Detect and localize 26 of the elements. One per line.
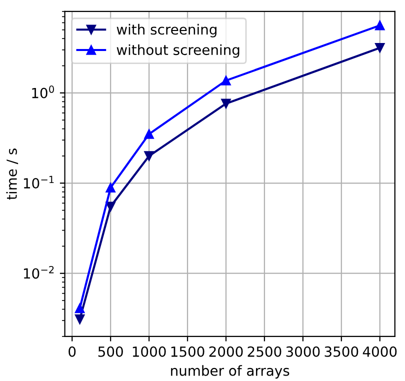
x-tick-label: 2500 [248, 346, 282, 357]
point [106, 182, 116, 193]
point [74, 314, 85, 324]
x-axis-title: number of arrays [171, 365, 290, 379]
x-tick-label: 2000 [209, 346, 243, 357]
x-tick-label: 1000 [132, 346, 166, 357]
x-tick-label: 500 [98, 346, 123, 357]
legend-label: without screening [116, 44, 240, 58]
point [144, 129, 154, 139]
legend-label: with screening [116, 24, 216, 38]
point [221, 98, 231, 109]
point [106, 202, 116, 212]
x-tick-label: 1500 [171, 346, 204, 357]
point [375, 20, 385, 30]
x-tick-label: 3000 [286, 346, 320, 357]
x-tick-label: 4000 [362, 346, 397, 357]
point [375, 42, 385, 53]
x-tick-label: 3500 [324, 346, 358, 357]
point [74, 303, 85, 314]
point [144, 151, 154, 161]
y-tick-label: 10$^{−2}$ [24, 266, 54, 279]
x-tick-label: 0 [68, 346, 76, 357]
y-axis-title: time / s [6, 148, 18, 200]
y-tick-label: 10$^{−1}$ [24, 176, 54, 189]
y-tick-label: 10$^{0}$ [32, 86, 54, 98]
point [221, 76, 231, 86]
